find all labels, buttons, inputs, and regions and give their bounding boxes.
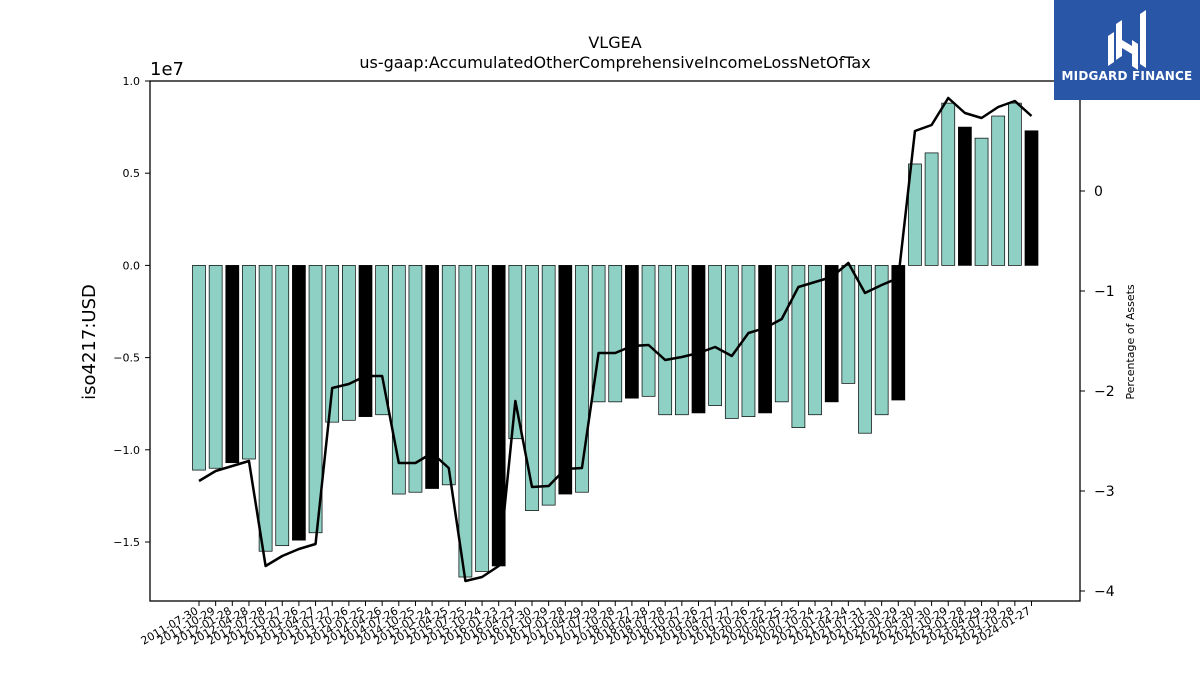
chart-subtitle: us-gaap:AccumulatedOtherComprehensiveInc… (359, 53, 870, 72)
bar-quarter (408, 265, 423, 493)
bar-quarter (974, 137, 989, 266)
y-tick-label: 0.0 (123, 259, 141, 272)
bar-quarter (658, 265, 673, 416)
percentage-of-assets-line (198, 96, 1033, 583)
chart-title: VLGEA (588, 33, 641, 52)
bar-quarter (208, 265, 223, 469)
bar-quarter (724, 265, 739, 419)
bar-fiscal-year (558, 265, 573, 495)
bar-quarter (258, 265, 273, 552)
logo-text: MIDGARD FINANCE (1061, 69, 1193, 83)
y2-tick-label: −4 (1094, 584, 1115, 600)
bar-quarter (908, 163, 922, 266)
bar-quarter (575, 265, 589, 493)
bar-quarter (441, 265, 456, 486)
bar-fiscal-year (1024, 130, 1039, 266)
y2-axis-label: Percentage of Assets (1124, 284, 1137, 400)
y2-tick-label: −1 (1094, 284, 1115, 300)
y-tick-label: 1.0 (123, 75, 141, 88)
bar-quarter (841, 265, 856, 384)
bar-quarter (991, 115, 1006, 266)
axes: 1.00.50.0−0.5−1.0−1.510−1−2−3−42011-07-3… (113, 75, 1114, 648)
bar-fiscal-year (691, 265, 706, 414)
bar-quarter (774, 265, 789, 403)
bar-quarter (858, 265, 872, 434)
bar-fiscal-year (225, 265, 240, 464)
bar-fiscal-year (758, 265, 772, 414)
bar-fiscal-year (358, 265, 373, 417)
bar-quarter (874, 265, 889, 416)
bar-quarter (391, 265, 406, 495)
bar-quarter (375, 265, 389, 416)
bar-quarter (808, 265, 822, 416)
bar-quarter (608, 265, 623, 403)
y2-tick-label: 0 (1094, 184, 1103, 200)
bar-quarter (941, 102, 956, 266)
y-axis-offset-text: 1e7 (150, 59, 184, 80)
bar-quarter (791, 265, 806, 429)
bar-quarter (192, 265, 206, 471)
bar-series (192, 102, 1039, 578)
y-tick-label: −1.5 (113, 536, 140, 549)
y2-tick-label: −2 (1094, 384, 1115, 400)
logo-mark-icon (1108, 10, 1146, 70)
midgard-finance-logo: MIDGARD FINANCE (1054, 0, 1200, 100)
bar-quarter (325, 265, 340, 423)
bar-quarter (708, 265, 723, 406)
percentage-line-layer (198, 96, 1033, 583)
bar-fiscal-year (292, 265, 306, 541)
y2-tick-label: −3 (1094, 484, 1115, 500)
bar-fiscal-year (425, 265, 439, 489)
bar-quarter (458, 265, 473, 578)
bar-fiscal-year (824, 265, 839, 403)
bar-quarter (275, 265, 290, 547)
bar-fiscal-year (625, 265, 639, 399)
bar-quarter (525, 265, 539, 511)
y-tick-label: −1.0 (113, 444, 140, 457)
bar-quarter (674, 265, 689, 416)
bar-quarter (508, 265, 523, 440)
y-tick-label: −0.5 (113, 352, 140, 365)
y-tick-label: 0.5 (123, 167, 141, 180)
bar-fiscal-year (891, 265, 906, 401)
bar-quarter (641, 265, 656, 397)
bar-fiscal-year (958, 126, 972, 266)
bar-quarter (342, 265, 356, 421)
bar-quarter (1007, 102, 1022, 266)
bar-quarter (242, 265, 256, 460)
bar-quarter (541, 265, 556, 506)
bar-quarter (475, 265, 489, 572)
y-axis-label: iso4217:USD (79, 284, 100, 400)
bar-quarter (924, 152, 939, 266)
